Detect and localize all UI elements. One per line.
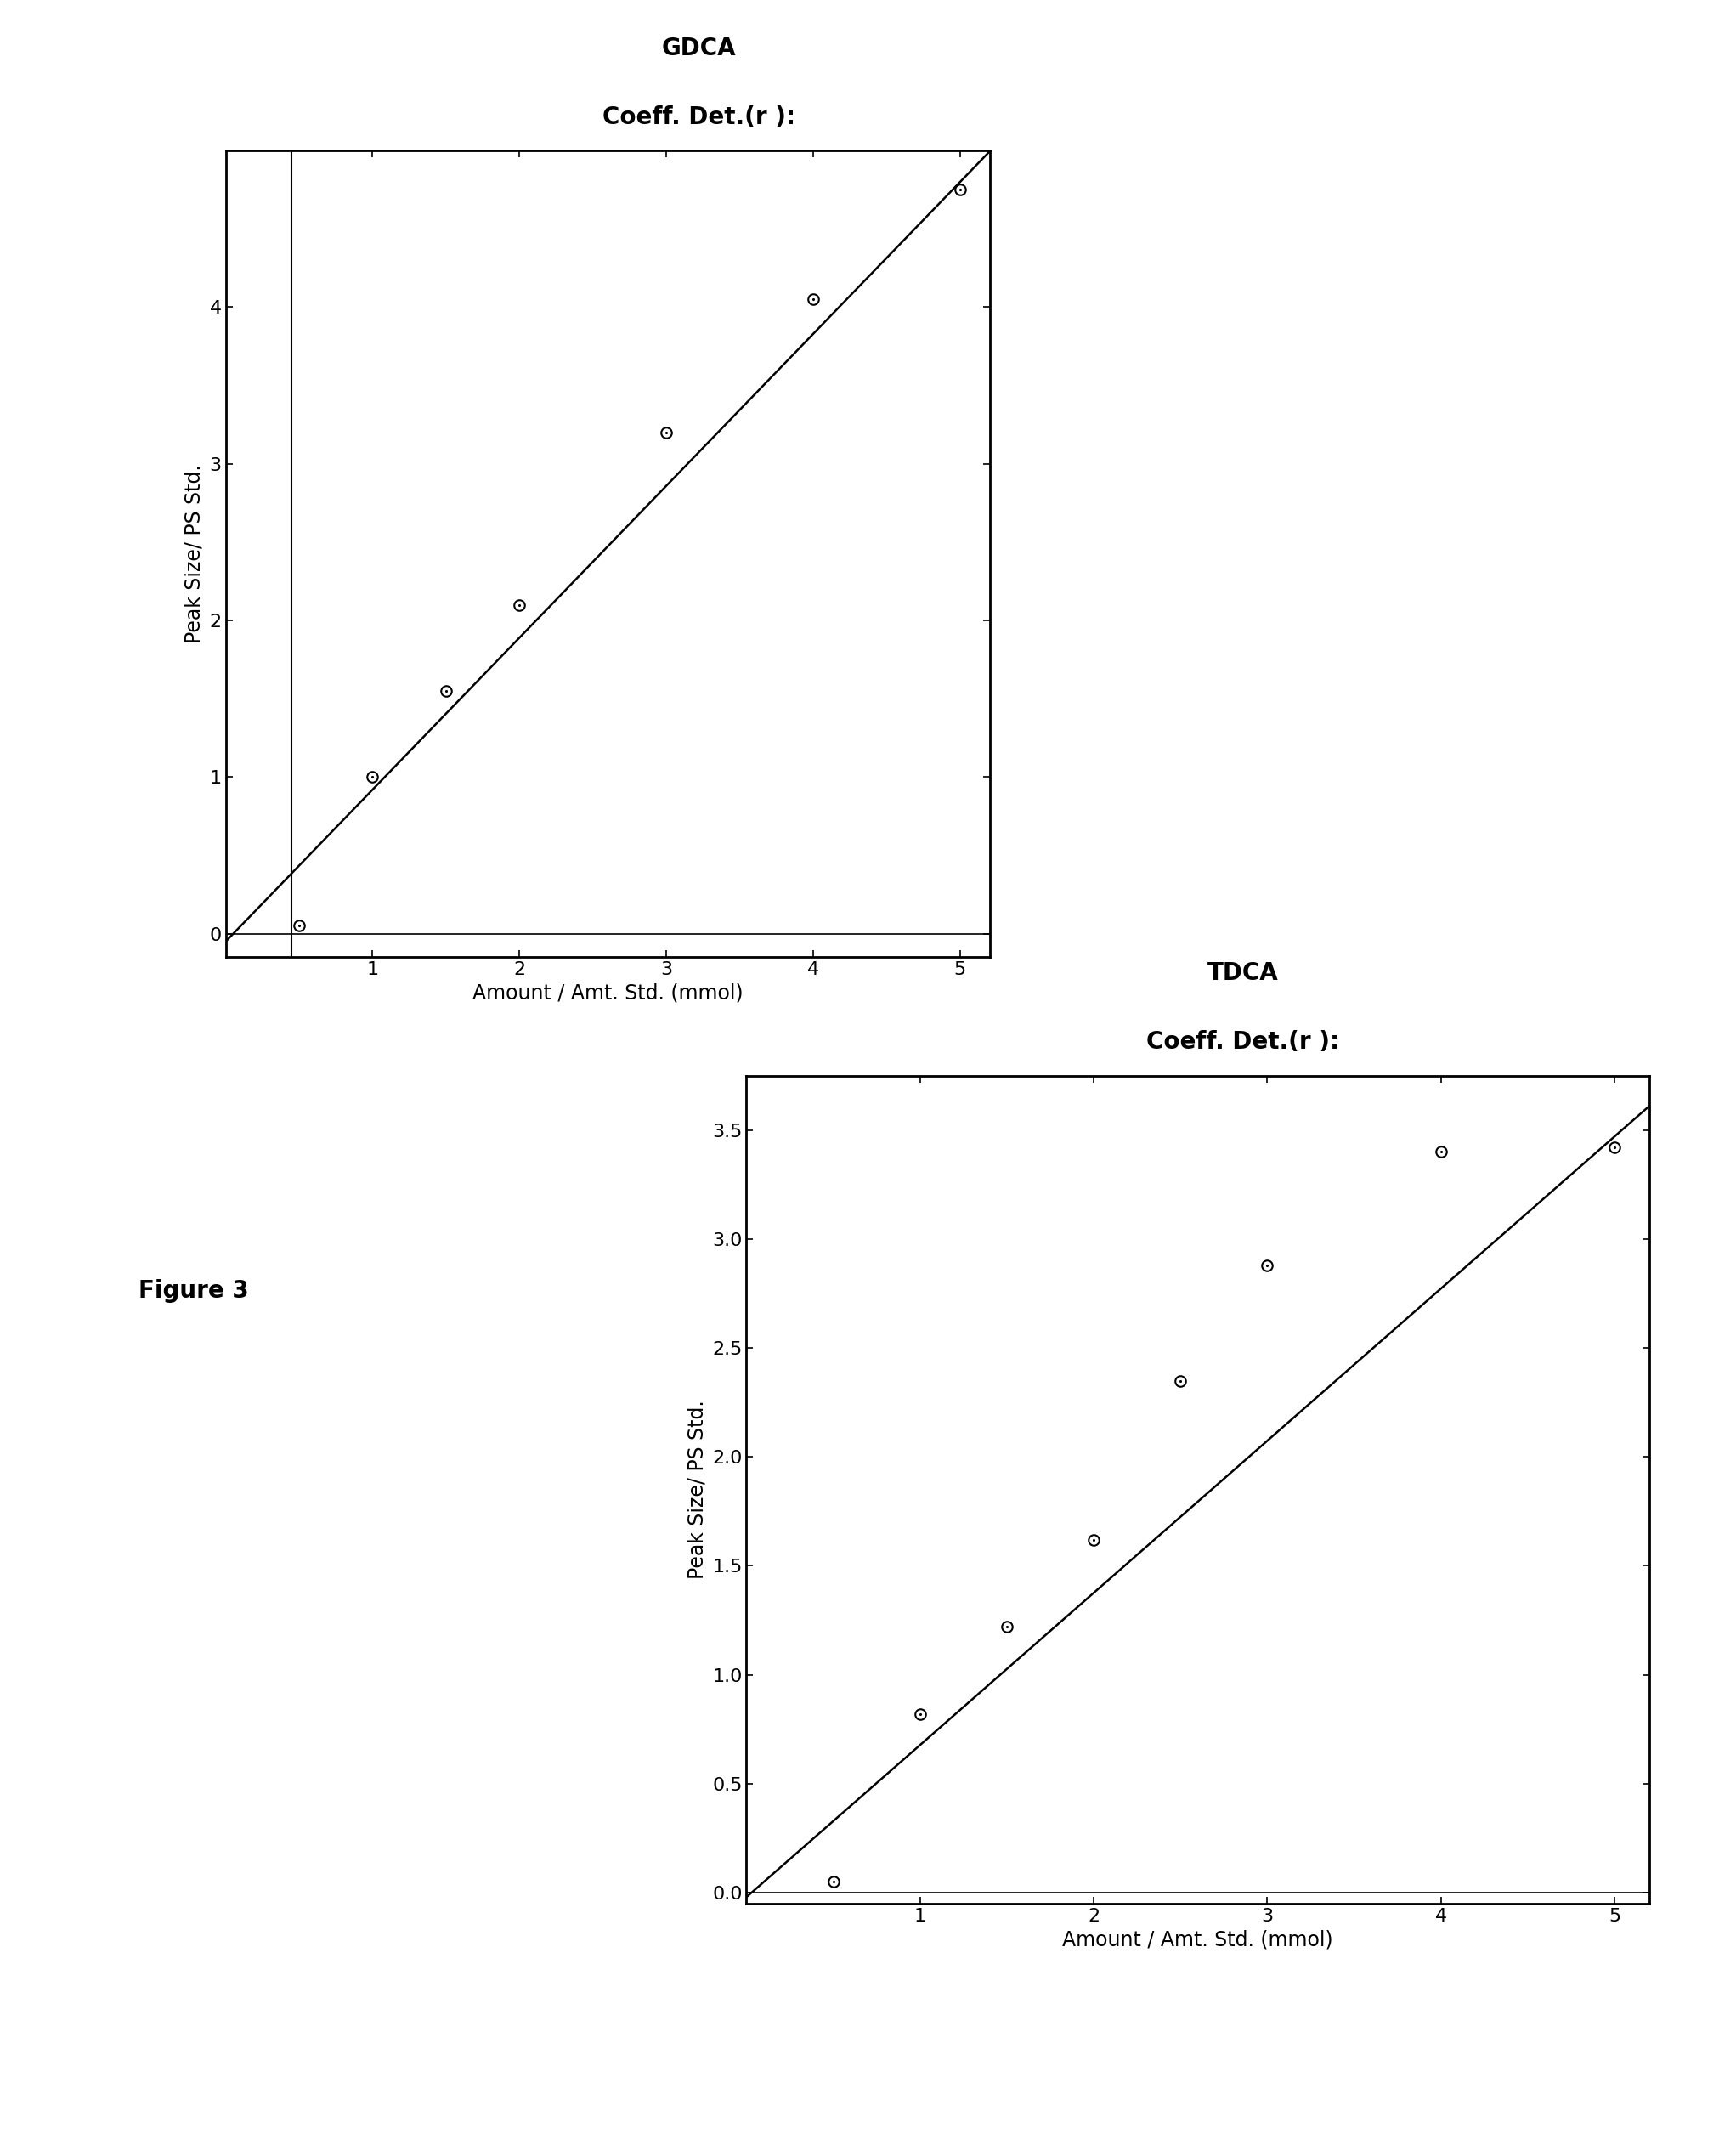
X-axis label: Amount / Amt. Std. (mmol): Amount / Amt. Std. (mmol) [472,983,743,1005]
Y-axis label: Peak Size/ PS Std.: Peak Size/ PS Std. [687,1400,708,1579]
Text: GDCA: GDCA [661,37,736,60]
Text: Figure 3: Figure 3 [139,1278,250,1304]
Text: Coeff. Det.(r ):: Coeff. Det.(r ): [602,105,795,129]
Y-axis label: Peak Size/ PS Std.: Peak Size/ PS Std. [184,465,205,643]
Text: TDCA: TDCA [1208,961,1278,985]
X-axis label: Amount / Amt. Std. (mmol): Amount / Amt. Std. (mmol) [1062,1929,1333,1951]
Text: Coeff. Det.(r ):: Coeff. Det.(r ): [1146,1030,1340,1054]
